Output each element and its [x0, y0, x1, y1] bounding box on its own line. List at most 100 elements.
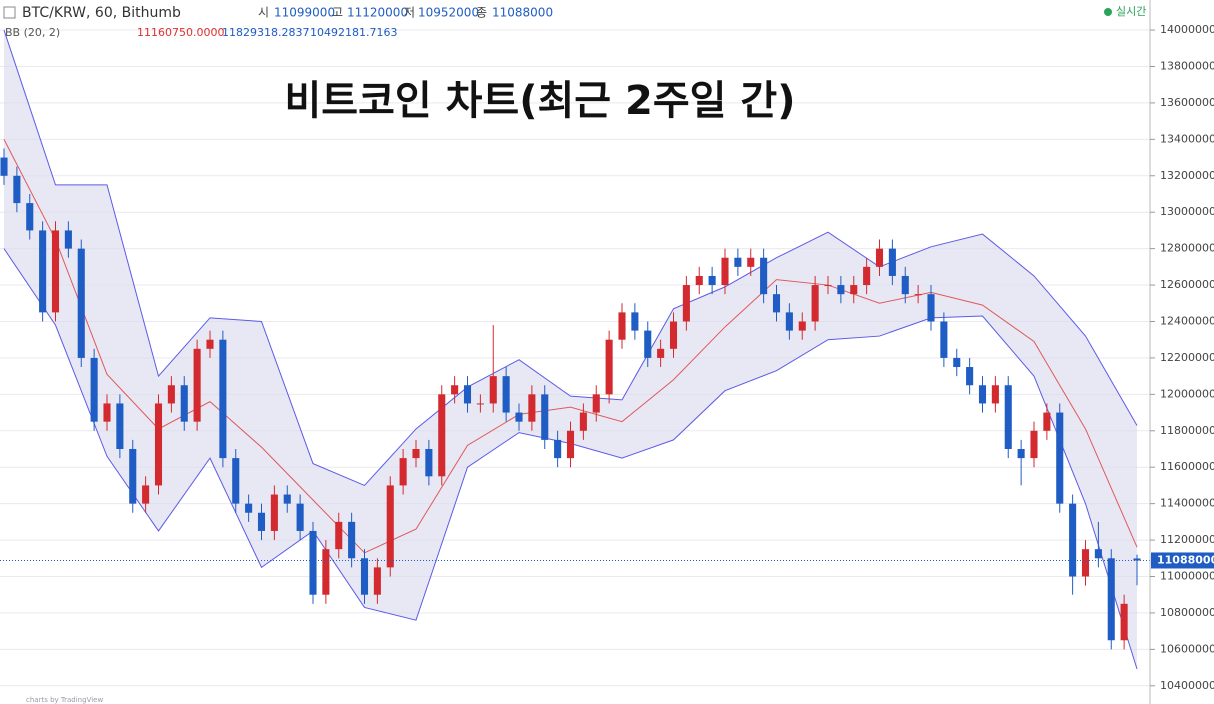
- candle-body: [309, 530, 317, 595]
- candle-body: [978, 385, 987, 404]
- candle-body: [489, 376, 497, 404]
- candle-body: [412, 448, 420, 459]
- candle-body: [554, 439, 562, 459]
- candle-body: [502, 376, 510, 413]
- candle-body: [785, 312, 793, 331]
- low-value: 10952000: [418, 6, 479, 20]
- candle-body: [798, 321, 806, 331]
- candle-body: [1030, 430, 1038, 459]
- candle-body: [26, 203, 34, 231]
- candle-body: [360, 558, 369, 595]
- low-label: 저: [404, 6, 415, 20]
- candle-body: [631, 312, 639, 331]
- candle-body: [1069, 503, 1077, 577]
- candle-body: [695, 275, 703, 286]
- candle-body: [77, 248, 85, 358]
- candle-body: [348, 521, 356, 559]
- y-tick-label: 13000000: [1160, 205, 1214, 218]
- candle-body: [837, 285, 845, 295]
- y-tick-label: 13600000: [1160, 96, 1214, 109]
- open-value: 11099000: [274, 6, 335, 20]
- candle-body: [1056, 412, 1064, 504]
- candle-body: [592, 394, 600, 413]
- candle-body: [399, 458, 407, 486]
- open-label: 시: [258, 6, 269, 20]
- y-tick-label: 12000000: [1160, 387, 1214, 400]
- candle-body: [875, 248, 884, 267]
- candle-body: [1107, 558, 1115, 641]
- candle-body: [734, 257, 742, 267]
- y-tick-label: 11800000: [1160, 424, 1214, 437]
- candle-body: [206, 339, 214, 349]
- y-tick-label: 11200000: [1160, 533, 1214, 546]
- last-price-label: 11088000: [1157, 553, 1214, 566]
- candle-body: [721, 257, 729, 286]
- candle-body: [425, 448, 433, 477]
- axis-labels: 10400000 10600000 10800000 11000000 11200000…: [1150, 23, 1214, 692]
- candle-body: [438, 394, 446, 477]
- candle-body: [888, 248, 896, 276]
- status-dot: [1104, 8, 1112, 16]
- candle-body: [682, 285, 690, 322]
- y-tick-label: 11400000: [1160, 497, 1214, 510]
- candle-body: [1094, 549, 1102, 559]
- candle-body: [296, 503, 304, 531]
- candle-body: [708, 275, 716, 286]
- candle-body: [39, 230, 47, 313]
- candle-body: [1120, 603, 1128, 641]
- candle-body: [322, 549, 330, 595]
- candle-body: [386, 485, 394, 568]
- candle-body: [219, 339, 227, 459]
- candle-body: [927, 294, 935, 322]
- candle-body: [451, 385, 459, 395]
- indicator-name: BB (20, 2): [5, 26, 60, 39]
- y-tick-label: 11000000: [1160, 569, 1214, 582]
- candle-body: [1133, 558, 1141, 561]
- candle-body: [618, 312, 626, 340]
- candle-body: [1004, 385, 1012, 449]
- candle-body: [901, 275, 909, 295]
- candle-body: [747, 257, 755, 267]
- candle-body: [1043, 412, 1051, 431]
- y-tick-label: 13400000: [1160, 132, 1214, 145]
- y-tick-label: 11600000: [1160, 460, 1214, 473]
- chart-title: 비트코인 차트(최근 2주일 간): [285, 78, 796, 124]
- candle-body: [811, 285, 819, 322]
- candle-body: [966, 367, 974, 386]
- y-tick-label: 10800000: [1160, 606, 1214, 619]
- price-axis: [1150, 0, 1214, 704]
- last-price-box: [1151, 552, 1214, 569]
- candle-body: [657, 348, 665, 358]
- candle-body: [541, 394, 549, 440]
- candle-body: [760, 257, 768, 295]
- candle-body: [142, 485, 150, 504]
- band-middle: [3, 139, 1138, 554]
- bb-upper: 11829318.2837: [222, 26, 309, 39]
- y-tick-label: 12200000: [1160, 351, 1214, 364]
- y-tick-label: 10600000: [1160, 642, 1214, 655]
- candle-body: [180, 385, 188, 422]
- candle-body: [991, 385, 999, 404]
- candle-body: [772, 294, 781, 313]
- candle-body: [154, 403, 163, 486]
- candle-body: [51, 230, 60, 313]
- candle-body: [270, 494, 278, 531]
- candle-body: [245, 503, 253, 513]
- candle-body: [914, 294, 922, 296]
- candle-body: [579, 412, 587, 431]
- candle-body: [644, 330, 652, 358]
- candle-body: [90, 357, 98, 422]
- close-value: 11088000: [492, 6, 553, 20]
- plot: [0, 29, 1150, 670]
- candle-body: [13, 175, 21, 204]
- candle-body: [476, 403, 484, 405]
- status: 실시간: [1116, 5, 1146, 18]
- high-value: 11120000: [347, 6, 408, 20]
- candle-body: [953, 357, 961, 368]
- collapse-icon[interactable]: [3, 6, 16, 19]
- y-tick-label: 12400000: [1160, 314, 1214, 327]
- candle-body: [167, 385, 175, 404]
- footer: charts by TradingView: [26, 696, 103, 704]
- candle-body: [605, 339, 613, 395]
